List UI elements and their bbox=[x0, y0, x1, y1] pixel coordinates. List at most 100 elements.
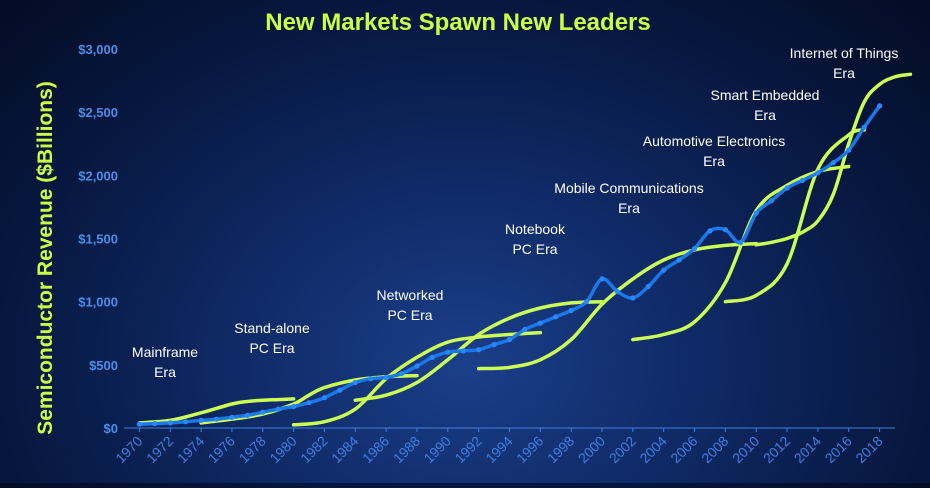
y-tick-label: $1,000 bbox=[78, 295, 118, 310]
revenue-point bbox=[275, 406, 281, 412]
revenue-point bbox=[830, 160, 836, 166]
revenue-point bbox=[537, 320, 543, 326]
x-tick-label: 2010 bbox=[729, 433, 762, 466]
revenue-point bbox=[321, 395, 328, 401]
y-tick-label: $3,000 bbox=[78, 42, 118, 57]
y-tick-label: $0 bbox=[104, 421, 118, 436]
revenue-point bbox=[414, 363, 420, 369]
revenue-point bbox=[707, 228, 713, 234]
era-curve-4 bbox=[353, 299, 604, 402]
y-tick-group: $0 $500 $1,000 $1,500 $2,000 $2,500 $3,000 bbox=[78, 42, 118, 436]
revenue-point bbox=[599, 276, 605, 282]
x-tick-label: 2008 bbox=[698, 433, 731, 466]
x-tick-label: 1986 bbox=[359, 433, 392, 466]
x-tick-label: 2004 bbox=[636, 433, 669, 466]
x-tick-label: 1978 bbox=[236, 433, 269, 466]
revenue-point bbox=[368, 376, 374, 382]
revenue-point bbox=[491, 342, 497, 348]
revenue-point bbox=[630, 295, 636, 301]
revenue-point bbox=[229, 414, 235, 420]
era-label-2: Stand-alone PC Era bbox=[234, 320, 310, 356]
x-tick-label: 1990 bbox=[421, 433, 454, 466]
revenue-point bbox=[399, 371, 405, 377]
revenue-point bbox=[614, 289, 621, 295]
era-label-4: Notebook PC Era bbox=[505, 221, 566, 257]
revenue-point bbox=[152, 421, 158, 427]
x-tick-label: 1970 bbox=[112, 433, 145, 466]
revenue-point bbox=[769, 198, 775, 204]
revenue-point bbox=[429, 354, 435, 360]
y-tick-label: $2,000 bbox=[78, 168, 118, 183]
x-tick-label: 1974 bbox=[174, 433, 207, 466]
y-tick-label: $500 bbox=[89, 358, 118, 373]
x-tick-label: 2018 bbox=[852, 433, 885, 466]
era-label-3: Networked PC Era bbox=[377, 287, 444, 323]
x-tick-label: 2012 bbox=[760, 433, 793, 466]
revenue-point bbox=[306, 400, 312, 406]
revenue-point bbox=[383, 374, 389, 381]
x-tick-label: 1992 bbox=[451, 433, 484, 466]
revenue-point bbox=[167, 420, 173, 426]
x-tick-label: 1996 bbox=[513, 433, 546, 466]
x-tick-label: 2006 bbox=[667, 433, 700, 466]
revenue-point bbox=[661, 267, 667, 273]
era-curve-8 bbox=[754, 72, 913, 247]
revenue-point bbox=[738, 239, 744, 245]
era-label-7: Smart Embedded Era bbox=[711, 87, 820, 123]
x-tick-label: 1982 bbox=[297, 433, 330, 466]
x-tick-label: 1980 bbox=[266, 433, 299, 466]
x-tick-label: 1994 bbox=[482, 433, 515, 466]
revenue-point bbox=[183, 419, 189, 425]
revenue-point bbox=[445, 349, 451, 355]
x-tick-label: 1988 bbox=[390, 433, 423, 466]
y-tick-label: $1,500 bbox=[78, 232, 118, 247]
era-label-8: Internet of Things Era bbox=[790, 45, 899, 81]
revenue-point bbox=[799, 177, 806, 183]
revenue-point bbox=[198, 417, 204, 423]
revenue-series bbox=[136, 103, 883, 427]
revenue-point bbox=[568, 307, 574, 314]
revenue-point bbox=[213, 416, 220, 422]
revenue-point bbox=[846, 147, 852, 153]
chart-title: New Markets Spawn New Leaders bbox=[265, 9, 650, 36]
revenue-point bbox=[676, 257, 682, 263]
revenue-line bbox=[139, 104, 882, 426]
revenue-point bbox=[784, 185, 790, 191]
revenue-point bbox=[722, 227, 729, 233]
revenue-point bbox=[553, 314, 559, 320]
era-label-6: Automotive Electronics Era bbox=[643, 133, 785, 169]
revenue-point bbox=[877, 103, 883, 109]
revenue-point bbox=[861, 124, 867, 130]
x-tick-label: 1976 bbox=[205, 433, 238, 466]
revenue-point bbox=[753, 210, 759, 216]
x-tick-label: 2000 bbox=[575, 433, 608, 466]
y-tick-label: $2,500 bbox=[78, 105, 118, 120]
revenue-point bbox=[691, 246, 698, 252]
revenue-point bbox=[352, 379, 358, 386]
revenue-point bbox=[291, 403, 297, 410]
revenue-point bbox=[815, 170, 821, 176]
x-tick-label: 2014 bbox=[791, 433, 824, 466]
revenue-point bbox=[584, 299, 590, 305]
era-labels: Mainframe Era Stand-alone PC Era Networked PC… bbox=[132, 45, 898, 380]
revenue-point bbox=[244, 412, 250, 418]
revenue-point bbox=[476, 347, 482, 353]
revenue-point bbox=[522, 326, 528, 333]
revenue-point bbox=[136, 421, 142, 427]
era-curve-5 bbox=[476, 241, 758, 371]
x-tick-label: 1984 bbox=[328, 433, 361, 466]
x-tick-label: 1972 bbox=[143, 433, 176, 466]
x-tick-group: 1970197219741976197819801982198419861988… bbox=[112, 428, 886, 466]
revenue-point bbox=[506, 337, 513, 343]
x-tick-label: 2002 bbox=[606, 433, 639, 466]
era-curve-1 bbox=[137, 397, 296, 425]
x-tick-label: 1998 bbox=[544, 433, 577, 466]
era-label-1: Mainframe Era bbox=[132, 344, 198, 380]
revenue-point bbox=[645, 283, 651, 290]
revenue-point bbox=[260, 409, 266, 415]
era-label-5: Mobile Communications Era bbox=[554, 180, 703, 216]
era-curve-7 bbox=[723, 128, 866, 304]
revenue-point bbox=[460, 348, 466, 354]
